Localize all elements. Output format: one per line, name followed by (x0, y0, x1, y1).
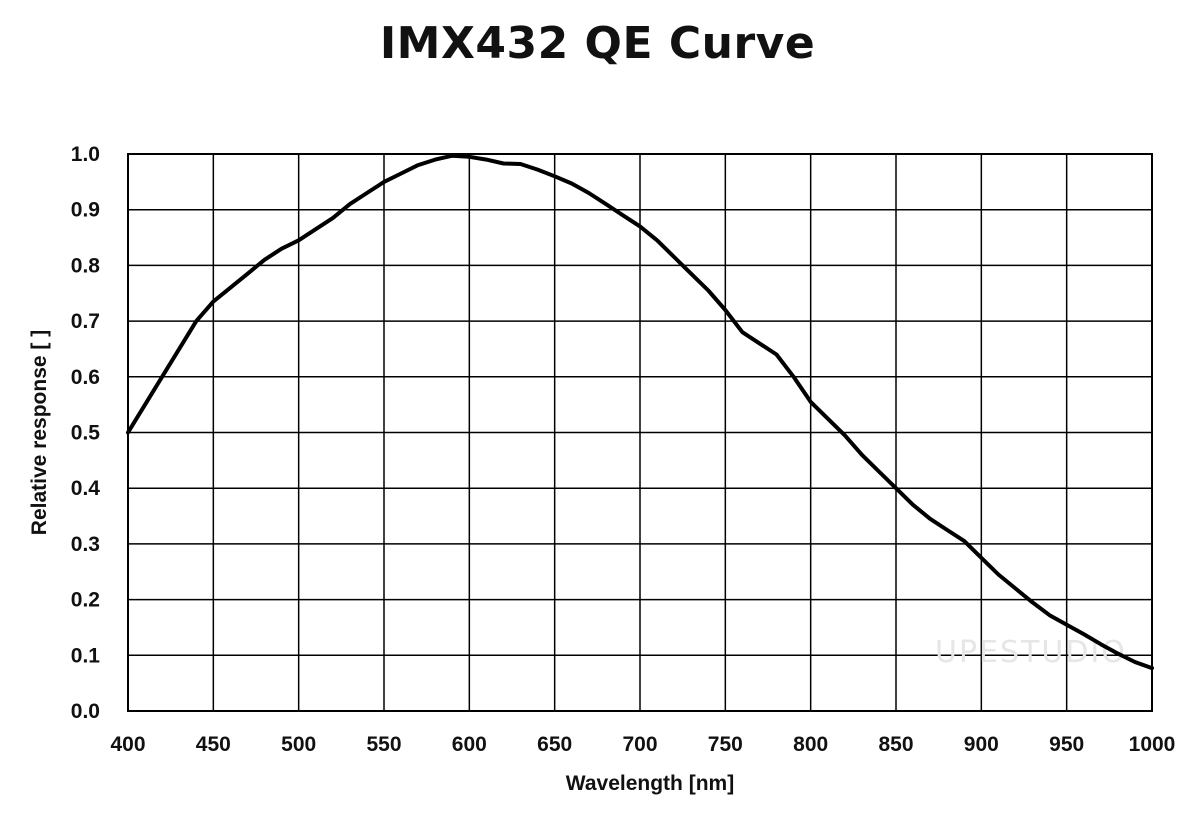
x-tick-label: 450 (196, 733, 231, 756)
x-axis-label: Wavelength [nm] (566, 772, 734, 795)
y-tick-label: 1.0 (71, 143, 100, 166)
x-tick-label: 550 (366, 733, 401, 756)
y-axis-label: Relative response [ ] (28, 330, 51, 535)
x-tick-label: 400 (110, 733, 145, 756)
x-tick-label: 900 (964, 733, 999, 756)
y-tick-label: 0.2 (71, 589, 100, 612)
y-tick-label: 0.0 (71, 700, 100, 723)
y-tick-labels: 0.0 0.1 0.2 0.3 0.4 0.5 0.6 0.7 0.8 0.9 1.0 (71, 143, 101, 723)
x-tick-labels: 400 450 500 550 600 650 700 750 800 850 900 950 1000 (110, 733, 1175, 756)
x-tick-label: 650 (537, 733, 572, 756)
grid (127, 153, 1153, 712)
y-tick-label: 0.8 (71, 254, 101, 277)
y-tick-label: 0.3 (71, 533, 100, 556)
x-tick-label: 800 (793, 733, 828, 756)
x-tick-label: 700 (622, 733, 657, 756)
series-layer (126, 153, 1154, 671)
y-tick-label: 0.9 (71, 199, 100, 222)
y-tick-label: 0.7 (71, 310, 100, 333)
x-tick-label: 500 (281, 733, 316, 756)
x-tick-label: 850 (878, 733, 913, 756)
y-tick-label: 0.5 (71, 422, 101, 445)
watermark: UPESTUDIO (935, 635, 1127, 670)
x-tick-label: 750 (708, 733, 743, 756)
y-tick-label: 0.4 (71, 477, 101, 500)
y-tick-label: 0.6 (71, 366, 100, 389)
x-tick-label: 1000 (1129, 733, 1176, 756)
plot-frame (127, 153, 1153, 712)
y-tick-label: 0.1 (71, 644, 101, 667)
x-tick-label: 600 (452, 733, 487, 756)
series-line (126, 153, 1154, 671)
chart-title: IMX432 QE Curve (379, 18, 816, 69)
x-tick-label: 950 (1049, 733, 1084, 756)
